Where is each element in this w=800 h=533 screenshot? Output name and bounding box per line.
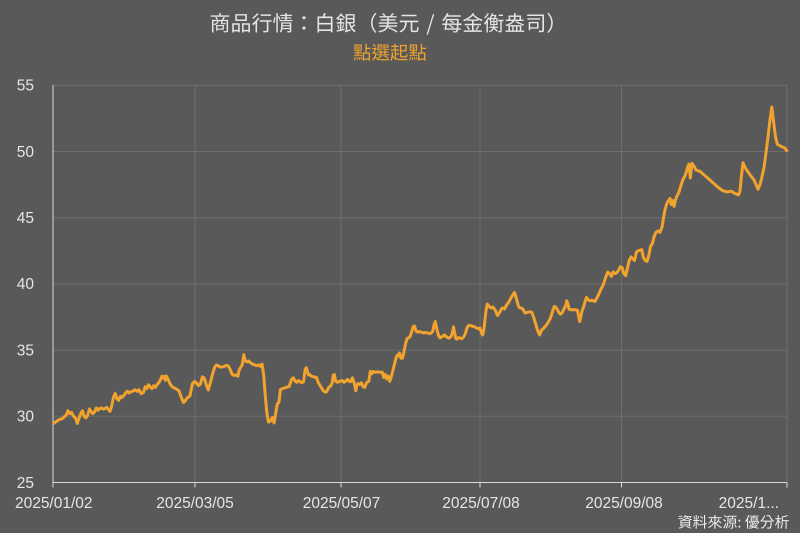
svg-text:45: 45	[17, 210, 34, 227]
svg-text:30: 30	[17, 409, 35, 426]
svg-text:2025/01/02: 2025/01/02	[15, 495, 93, 512]
svg-text:40: 40	[17, 276, 35, 293]
svg-text:35: 35	[17, 342, 34, 359]
svg-text:2025/07/08: 2025/07/08	[442, 495, 520, 512]
svg-text:2025/05/07: 2025/05/07	[303, 495, 381, 512]
svg-text:55: 55	[17, 78, 34, 95]
svg-text:25: 25	[17, 475, 34, 492]
svg-text:2025/1...: 2025/1...	[719, 495, 779, 512]
svg-text:2025/09/08: 2025/09/08	[585, 495, 663, 512]
svg-text:2025/03/05: 2025/03/05	[156, 495, 234, 512]
svg-text:50: 50	[17, 144, 35, 161]
